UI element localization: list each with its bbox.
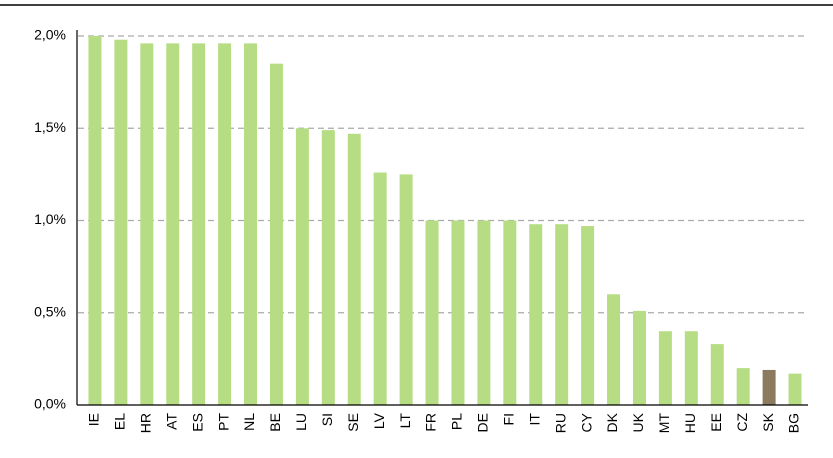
bar [477, 220, 491, 405]
x-tick-label: UK [630, 412, 646, 432]
x-tick-label: BG [786, 413, 802, 433]
x-tick-label: FR [423, 413, 439, 432]
x-tick-label: SE [345, 413, 361, 432]
x-tick-label: IT [526, 413, 542, 426]
x-tick-label: DK [604, 412, 620, 432]
x-tick-label: DE [475, 413, 491, 432]
bar [607, 294, 621, 405]
x-tick-label: CY [578, 412, 594, 432]
bar [581, 226, 595, 405]
bar [503, 220, 517, 405]
bar [347, 133, 361, 405]
x-tick-label: AT [163, 413, 179, 430]
bar [269, 63, 283, 406]
x-tick-label: BE [267, 413, 283, 432]
x-tick-label: NL [241, 413, 257, 431]
bar [632, 310, 646, 405]
x-tick-label: LT [397, 413, 413, 429]
bar [140, 43, 154, 405]
bar [88, 36, 102, 405]
bar [451, 220, 465, 405]
x-tick-label: SI [319, 413, 335, 426]
bar [736, 368, 750, 405]
y-tick-label: 1,5% [34, 119, 66, 135]
bar [321, 130, 335, 405]
x-tick-label: PL [449, 413, 465, 430]
bar [244, 43, 258, 405]
y-tick-label: 2,0% [34, 27, 66, 43]
x-tick-label: LV [371, 412, 387, 429]
bar [425, 220, 439, 405]
bar [218, 43, 232, 405]
bar [555, 224, 569, 405]
x-tick-label: EE [708, 413, 724, 432]
x-tick-label: ES [189, 413, 205, 432]
x-tick-label: HR [138, 413, 154, 433]
x-tick-label: RU [552, 413, 568, 433]
x-tick-label: HU [682, 413, 698, 433]
x-tick-label: PT [215, 413, 231, 431]
y-tick-label: 0,5% [34, 303, 66, 319]
y-tick-label: 1,0% [34, 211, 66, 227]
bar [295, 128, 309, 405]
x-tick-label: EL [112, 413, 128, 430]
y-tick-label: 0,0% [34, 396, 66, 412]
bar [192, 43, 206, 405]
bar [399, 174, 413, 405]
bar [762, 369, 776, 405]
bar [114, 39, 128, 405]
bar [710, 344, 724, 405]
x-tick-label: IE [86, 413, 102, 426]
x-tick-label: FI [501, 413, 517, 425]
bar [166, 43, 180, 405]
bar [684, 331, 698, 405]
bar [373, 172, 387, 405]
x-tick-label: LU [293, 413, 309, 431]
x-tick-label: CZ [734, 413, 750, 432]
x-tick-label: SK [760, 412, 776, 431]
bar [788, 373, 802, 405]
bar [658, 331, 672, 405]
bar [529, 224, 543, 405]
x-tick-label: MT [656, 413, 672, 434]
